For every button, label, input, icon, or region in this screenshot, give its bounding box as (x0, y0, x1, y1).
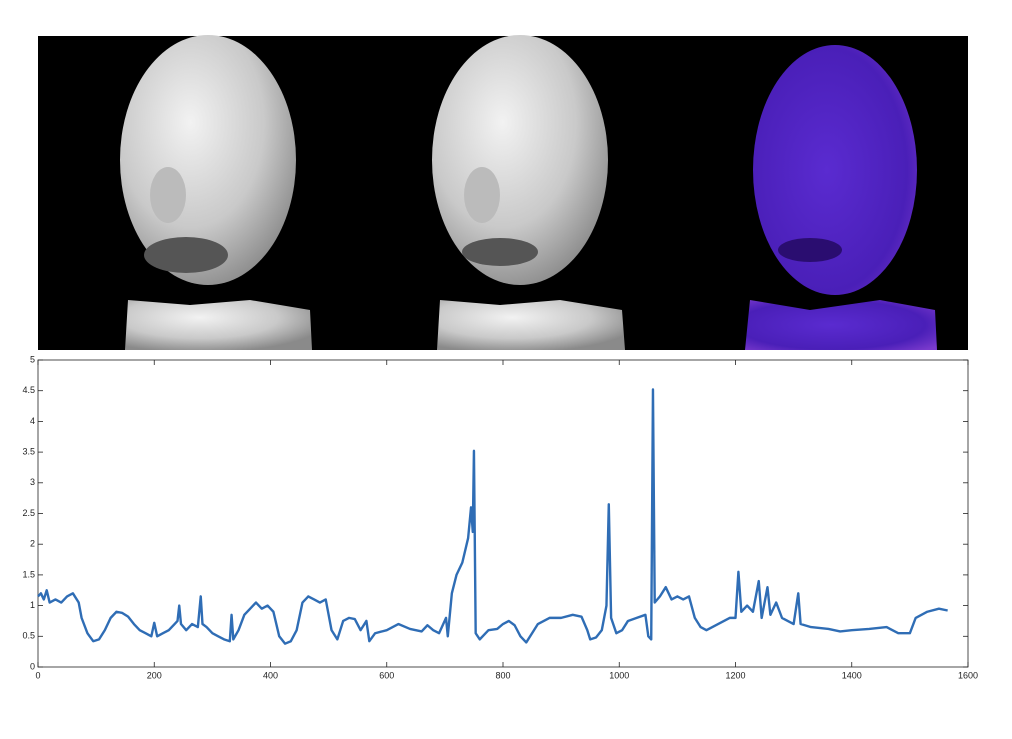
y-tick-label: 0 (30, 661, 35, 671)
x-tick-label: 600 (379, 670, 394, 680)
y-tick-label: 1 (30, 600, 35, 610)
x-tick-label: 800 (495, 670, 510, 680)
y-tick-label: 2.5 (22, 508, 35, 518)
plot-frame (37, 359, 969, 668)
y-tick-label: 2 (30, 539, 35, 549)
y-tick-label: 5 (30, 354, 35, 364)
x-tick-label: 400 (263, 670, 278, 680)
head-render (120, 35, 312, 350)
y-tick-label: 1.5 (22, 569, 35, 579)
x-tick-label: 1000 (609, 670, 629, 680)
y-tick-label: 0.5 (22, 631, 35, 641)
x-tick-label: 1400 (842, 670, 862, 680)
x-tick-label: 1200 (725, 670, 745, 680)
y-tick-label: 3 (30, 477, 35, 487)
y-tick-label: 4.5 (22, 385, 35, 395)
x-tick-label: 1600 (958, 670, 978, 680)
y-tick-label: 3.5 (22, 446, 35, 456)
head-render (432, 35, 625, 350)
y-tick-label: 4 (30, 416, 35, 426)
x-tick-label: 0 (35, 670, 40, 680)
data-line (37, 388, 948, 645)
x-tick-label: 200 (147, 670, 162, 680)
error-heatmap (745, 45, 937, 350)
